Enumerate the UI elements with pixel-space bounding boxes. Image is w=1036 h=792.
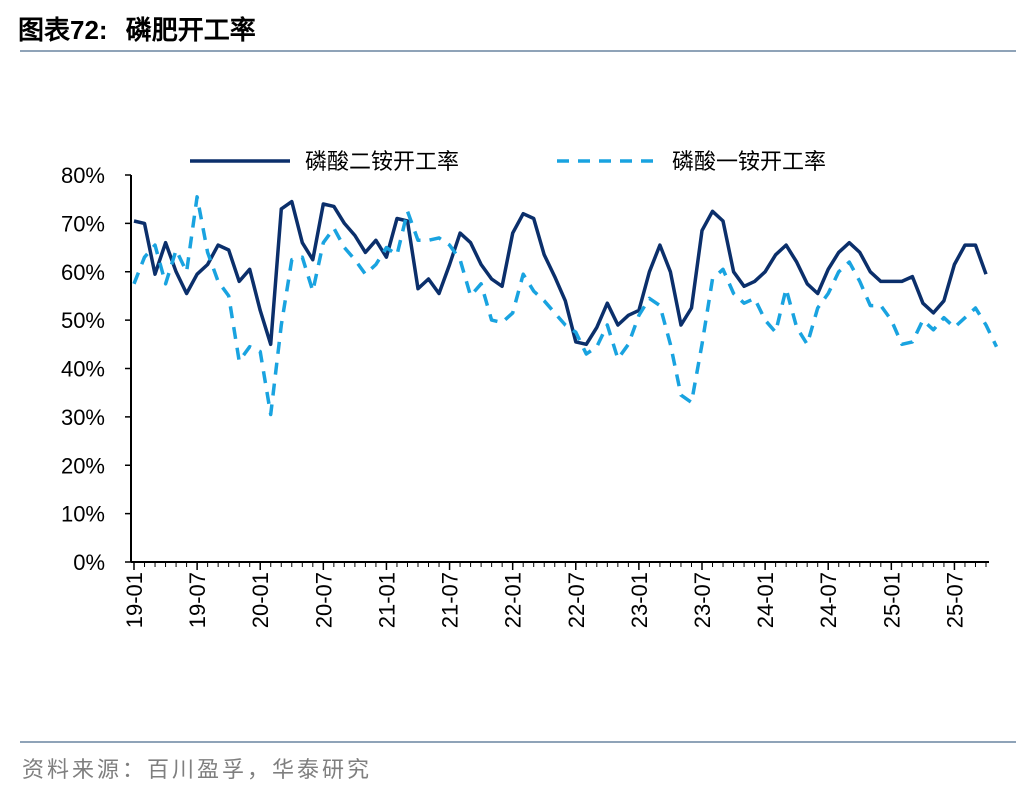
- y-tick-label: 70%: [61, 211, 105, 236]
- figure-title: 图表72: 磷肥开工率: [18, 10, 256, 47]
- x-tick-label: 24-01: [753, 572, 778, 628]
- figure-title-text: 磷肥开工率: [125, 16, 256, 46]
- y-tick-label: 30%: [61, 405, 105, 430]
- y-tick-label: 40%: [61, 357, 105, 382]
- series-line-dap: [133, 199, 988, 347]
- y-tick-label: 20%: [61, 453, 105, 478]
- figure-title-prefix: 图表: [18, 16, 71, 46]
- x-tick-label: 21-01: [374, 572, 399, 628]
- y-tick-label: 10%: [61, 502, 105, 527]
- bottom-divider: [20, 741, 1016, 743]
- legend-label-map: 磷酸一铵开工率: [672, 150, 826, 175]
- y-tick-label: 80%: [61, 163, 105, 188]
- x-tick-label: 24-07: [816, 572, 841, 628]
- x-tick-label: 23-01: [627, 572, 652, 628]
- legend-label-dap: 磷酸二铵开工率: [305, 150, 459, 175]
- x-tick-label: 22-01: [501, 572, 526, 628]
- y-tick-label: 0%: [73, 550, 105, 575]
- x-tick-label: 20-07: [311, 572, 336, 628]
- x-tick-label: 20-01: [248, 572, 273, 628]
- x-tick-label: 25-01: [879, 572, 904, 628]
- source-note: 资料来源：百川盈孚，华泰研究: [22, 758, 373, 783]
- x-tick-label: 19-01: [122, 572, 147, 628]
- x-tick-label: 21-07: [438, 572, 463, 628]
- x-tick-label: 23-07: [690, 572, 715, 628]
- y-tick-label: 50%: [61, 308, 105, 333]
- x-tick-label: 19-07: [185, 572, 210, 628]
- series-line-map: [132, 195, 999, 417]
- figure-title-number: 72:: [70, 15, 108, 45]
- top-divider: [20, 50, 1016, 52]
- y-tick-label: 60%: [61, 260, 105, 285]
- x-tick-label: 25-07: [942, 572, 967, 628]
- x-tick-label: 22-07: [564, 572, 589, 628]
